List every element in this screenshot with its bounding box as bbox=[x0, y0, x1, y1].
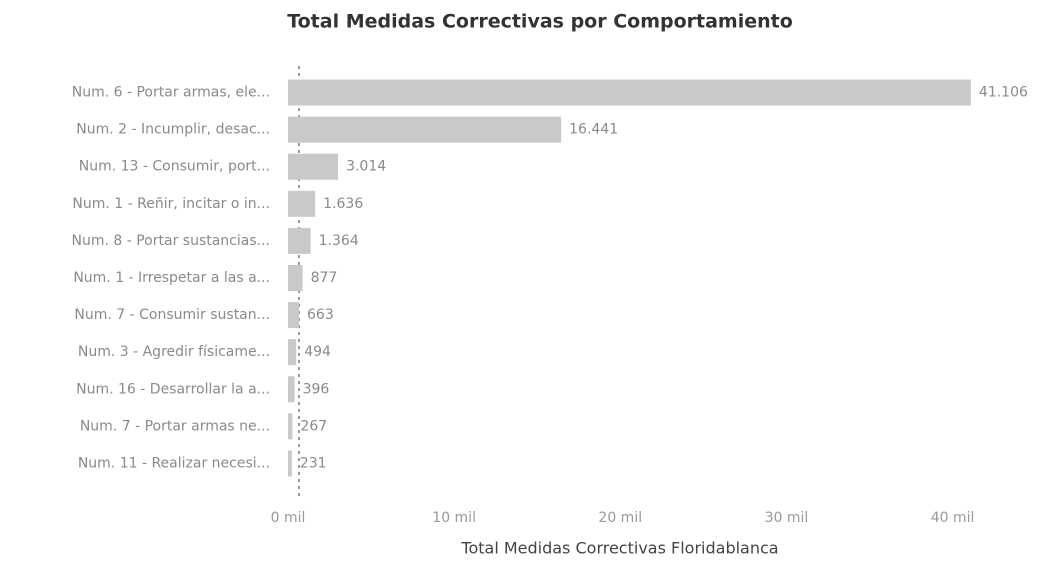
data-label: 877 bbox=[311, 270, 338, 286]
x-tick-label: 10 mil bbox=[432, 510, 476, 526]
data-label: 663 bbox=[307, 307, 334, 323]
category-label: Num. 16 - Desarrollar la a... bbox=[76, 381, 270, 397]
data-label: 3.014 bbox=[346, 159, 386, 175]
x-tick-label: 0 mil bbox=[271, 510, 306, 526]
bar bbox=[288, 339, 297, 366]
data-label: 16.441 bbox=[569, 122, 618, 138]
bar bbox=[288, 450, 292, 477]
category-label: Num. 3 - Agredir físicame... bbox=[78, 344, 270, 360]
x-axis-title: Total Medidas Correctivas Floridablanca bbox=[460, 539, 778, 558]
data-label: 1.636 bbox=[323, 196, 363, 212]
category-label: Num. 6 - Portar armas, ele... bbox=[72, 85, 270, 101]
category-label: Num. 7 - Portar armas ne... bbox=[80, 418, 270, 434]
bar bbox=[288, 227, 311, 254]
category-label: Num. 8 - Portar sustancias... bbox=[72, 233, 271, 249]
data-label: 41.106 bbox=[979, 85, 1028, 101]
bar bbox=[288, 190, 316, 217]
category-label: Num. 13 - Consumir, port... bbox=[79, 159, 270, 175]
data-label: 1.364 bbox=[319, 233, 359, 249]
bar bbox=[288, 79, 971, 106]
category-label: Num. 7 - Consumir sustan... bbox=[74, 307, 270, 323]
data-label: 396 bbox=[303, 381, 330, 397]
bar bbox=[288, 376, 295, 403]
category-label: Num. 2 - Incumplir, desac... bbox=[76, 122, 270, 138]
x-tick-label: 40 mil bbox=[931, 510, 975, 526]
x-tick-label: 20 mil bbox=[598, 510, 642, 526]
bar bbox=[288, 153, 339, 180]
bar bbox=[288, 413, 293, 440]
data-label: 494 bbox=[304, 344, 331, 360]
data-label: 231 bbox=[300, 455, 327, 471]
category-label: Num. 1 - Irrespetar a las a... bbox=[73, 270, 270, 286]
bar bbox=[288, 265, 303, 291]
chart-title: Total Medidas Correctivas por Comportami… bbox=[287, 11, 793, 33]
data-label: 267 bbox=[300, 418, 327, 434]
category-label: Num. 11 - Realizar necesi... bbox=[78, 455, 270, 471]
bar bbox=[288, 302, 300, 329]
category-label: Num. 1 - Reñir, incitar o in... bbox=[72, 196, 270, 212]
bar bbox=[288, 116, 562, 143]
x-tick-label: 30 mil bbox=[765, 510, 809, 526]
